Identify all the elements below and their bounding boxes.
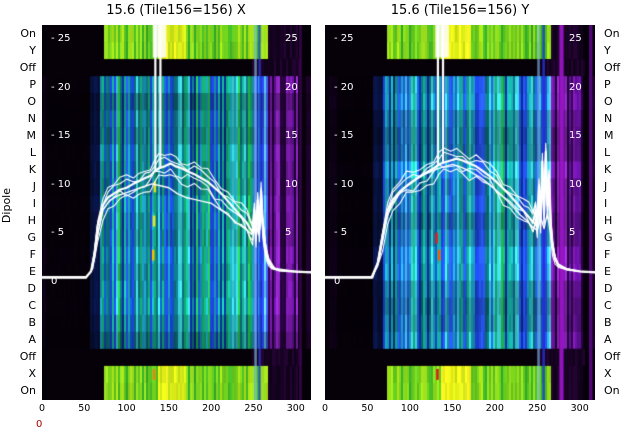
dipole-label-left: K xyxy=(28,162,36,176)
dipole-label-right: N xyxy=(604,111,613,125)
dipole-label-right: K xyxy=(604,162,612,176)
dipole-label-left: N xyxy=(27,111,36,125)
dipole-label-left: O xyxy=(27,94,36,108)
dipole-label-right: G xyxy=(604,231,613,245)
dipole-label-right: D xyxy=(604,282,613,296)
dipole-label-right: On xyxy=(604,384,620,398)
dipole-label-left: F xyxy=(29,248,36,262)
x-tick-label: 300 xyxy=(286,403,305,414)
dipole-label-right: M xyxy=(604,128,614,142)
heatmap-panel-y xyxy=(325,25,595,400)
dipole-label-right: F xyxy=(604,248,611,262)
dipole-label-left: Off xyxy=(19,350,36,364)
x-tick-label: 150 xyxy=(443,403,462,414)
dipole-label-right: I xyxy=(604,196,608,210)
dipole-label-left: L xyxy=(29,145,36,159)
x-tick-label: 300 xyxy=(570,403,589,414)
x-tick-label: 0 xyxy=(38,403,46,414)
x-tick-label: 100 xyxy=(117,403,136,414)
dipole-label-left: G xyxy=(27,231,36,245)
dipole-label-left: I xyxy=(32,196,36,210)
dipole-label-left: X xyxy=(28,367,36,381)
dipole-label-left: Y xyxy=(29,43,36,57)
dipole-label-right: X xyxy=(604,367,612,381)
dipole-label-right: P xyxy=(604,77,611,91)
dipole-label-right: H xyxy=(604,214,613,228)
dipole-label-right: A xyxy=(604,333,612,347)
dipole-label-left: H xyxy=(27,214,36,228)
dipole-label-right: E xyxy=(604,265,611,279)
dipole-label-right: C xyxy=(604,299,612,313)
x-tick-label: 200 xyxy=(485,403,504,414)
x-tick-label: 150 xyxy=(159,403,178,414)
dipole-label-right: On xyxy=(604,26,620,40)
dipole-label-left: Off xyxy=(19,60,36,74)
x-tick-label: 0 xyxy=(321,403,329,414)
dipole-label-left: J xyxy=(32,179,36,193)
heatmap-panel-x xyxy=(42,25,311,400)
panel-x-title: 15.6 (Tile156=156) X xyxy=(106,3,246,18)
dipole-label-left: M xyxy=(26,128,37,142)
x-tick-label: 250 xyxy=(244,403,263,414)
x-tick-label: 250 xyxy=(528,403,547,414)
dipole-label-left: E xyxy=(29,265,36,279)
dipole-label-right: J xyxy=(604,179,608,193)
dipole-label-right: L xyxy=(604,145,611,159)
corner-zero-label: 0 xyxy=(36,419,43,430)
dipole-label-right: B xyxy=(604,316,612,330)
dipole-label-left: A xyxy=(28,333,36,347)
dipole-label-left: C xyxy=(28,299,36,313)
panel-y-title: 15.6 (Tile156=156) Y xyxy=(390,3,530,18)
x-tick-label: 50 xyxy=(78,403,91,414)
dipole-label-left: On xyxy=(20,384,36,398)
dipole-label-right: Off xyxy=(604,350,621,364)
dipole-label-right: Off xyxy=(604,60,621,74)
dipole-label-left: On xyxy=(20,26,36,40)
dipole-label-right: Y xyxy=(604,43,611,57)
x-tick-label: 100 xyxy=(400,403,419,414)
x-tick-label: 50 xyxy=(361,403,374,414)
x-tick-label: 200 xyxy=(202,403,221,414)
dipole-label-right: O xyxy=(604,94,613,108)
y-axis-label: Dipole xyxy=(0,188,13,224)
dipole-label-left: P xyxy=(29,77,36,91)
dipole-label-left: D xyxy=(27,282,36,296)
dipole-label-left: B xyxy=(28,316,36,330)
